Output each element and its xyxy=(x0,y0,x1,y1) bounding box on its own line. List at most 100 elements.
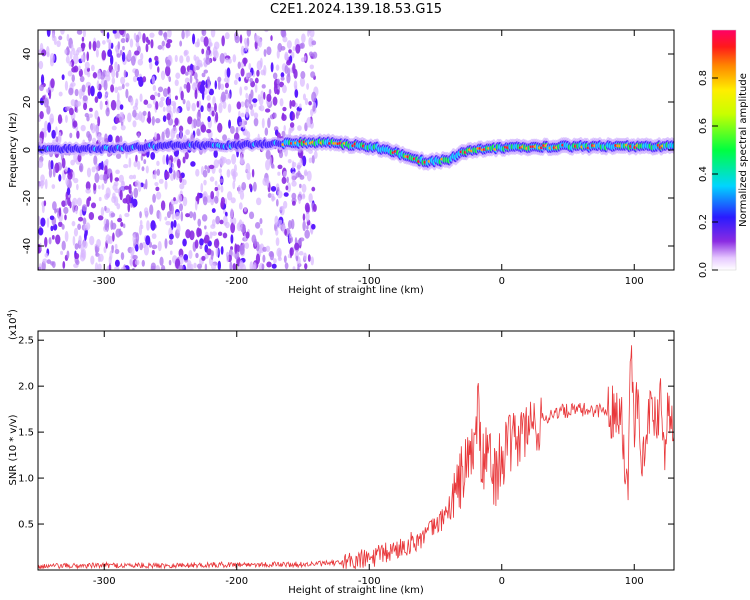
heatmap-cell xyxy=(277,164,283,170)
heatmap-cell xyxy=(94,110,99,120)
heatmap-cell xyxy=(230,222,236,234)
heatmap-cell xyxy=(38,227,44,236)
heatmap-cell xyxy=(64,106,71,112)
heatmap-cell xyxy=(174,95,178,101)
heatmap-cell xyxy=(74,88,79,97)
heatmap-cell xyxy=(220,245,224,255)
snr-y-axis-label: SNR (10 * v/v) xyxy=(8,414,19,485)
heatmap-cell xyxy=(70,99,76,107)
heatmap-cell xyxy=(96,80,100,90)
heatmap-cell xyxy=(151,244,158,250)
snr-series xyxy=(38,345,674,570)
heatmap-cell xyxy=(303,55,307,62)
heatmap-cell xyxy=(60,250,64,255)
heatmap-cell xyxy=(51,129,56,139)
heatmap-cell xyxy=(211,110,215,117)
heatmap-cell xyxy=(230,234,234,244)
heatmap-cell xyxy=(282,106,287,112)
heatmap-cell xyxy=(110,219,114,231)
heatmap-cell xyxy=(127,50,132,60)
heatmap-cell xyxy=(79,165,83,172)
heatmap-cell xyxy=(246,30,252,37)
heatmap-cell xyxy=(232,251,236,258)
colorbar: 0.0 0.2 0.4 0.6 0.8 Normalized spectral ampl… xyxy=(698,29,749,278)
heatmap-cell xyxy=(120,222,124,227)
heatmap-cell xyxy=(232,54,237,63)
heatmap-cell xyxy=(291,160,295,170)
spectrogram-heatmap xyxy=(38,30,674,270)
heatmap-cell xyxy=(134,259,140,266)
heatmap-cell xyxy=(214,195,219,204)
heatmap-cell xyxy=(157,92,161,98)
heatmap-cell xyxy=(154,55,159,62)
heatmap-cell xyxy=(252,98,258,104)
heatmap-cell xyxy=(146,220,150,231)
heatmap-cell xyxy=(222,134,228,141)
heatmap-cell xyxy=(279,206,284,211)
heatmap-cell xyxy=(54,208,57,214)
heatmap-cell xyxy=(243,57,247,67)
heatmap-cell xyxy=(288,49,292,54)
heatmap-cell xyxy=(249,211,255,220)
heatmap-cell xyxy=(265,245,271,252)
heatmap-cell xyxy=(160,200,166,211)
heatmap-cell xyxy=(155,186,160,192)
heatmap-cell xyxy=(214,80,218,90)
heatmap-cell xyxy=(114,266,120,270)
heatmap-cell xyxy=(103,173,108,184)
heatmap-cell xyxy=(156,168,161,176)
heatmap-cell xyxy=(302,93,307,101)
heatmap-cell xyxy=(202,196,208,206)
heatmap-cell xyxy=(162,45,165,51)
heatmap-cell xyxy=(80,54,85,63)
heatmap-cell xyxy=(291,180,297,187)
heatmap-cell xyxy=(306,117,312,128)
heatmap-cell xyxy=(72,235,76,246)
heatmap-cell xyxy=(69,132,73,139)
heatmap-cell xyxy=(217,159,222,164)
heatmap-cell xyxy=(287,67,291,78)
heatmap-cell xyxy=(195,78,199,84)
heatmap-cell xyxy=(169,250,173,255)
heatmap-cell xyxy=(230,217,233,223)
heatmap-cell xyxy=(139,219,143,227)
snr-y-tick-label: 0.5 xyxy=(18,520,34,531)
heatmap-cell xyxy=(150,262,156,270)
heatmap-cell xyxy=(117,41,121,50)
heatmap-cell xyxy=(132,254,138,260)
heatmap-cell xyxy=(130,55,136,66)
heatmap-cell xyxy=(173,219,177,228)
heatmap-cell xyxy=(111,77,116,85)
heatmap-cell xyxy=(139,242,144,251)
heatmap-cell xyxy=(226,67,231,78)
heatmap-cell xyxy=(39,84,44,92)
heatmap-cell xyxy=(57,114,63,125)
heatmap-cell xyxy=(97,69,102,80)
heatmap-cell xyxy=(283,192,289,197)
spectrogram-y-tick-label: 40 xyxy=(22,48,33,61)
heatmap-cell xyxy=(44,252,49,258)
heatmap-cell xyxy=(210,190,215,200)
heatmap-cell xyxy=(119,135,123,143)
heatmap-cell xyxy=(93,182,97,191)
heatmap-cell xyxy=(168,159,172,168)
heatmap-cell xyxy=(46,259,52,265)
heatmap-cell xyxy=(100,160,104,171)
heatmap-cell xyxy=(113,181,119,187)
heatmap-cell xyxy=(137,160,141,170)
heatmap-cell xyxy=(117,92,120,102)
heatmap-cell xyxy=(76,183,79,191)
heatmap-cell xyxy=(71,201,76,206)
heatmap-cell xyxy=(193,262,197,269)
heatmap-cell xyxy=(249,261,254,270)
heatmap-cell xyxy=(164,171,170,180)
heatmap-cell xyxy=(79,209,83,218)
heatmap-cell xyxy=(221,35,225,47)
heatmap-cell xyxy=(158,211,162,222)
heatmap-cell xyxy=(69,50,73,60)
snr-panel: -300 -200 -100 0 100 0.5 1.0 1.5 2.0 2.5 Height … xyxy=(6,309,675,596)
heatmap-cell xyxy=(308,51,314,57)
heatmap-cell xyxy=(162,106,166,112)
heatmap-cell xyxy=(222,209,226,214)
heatmap-cell xyxy=(66,250,70,259)
